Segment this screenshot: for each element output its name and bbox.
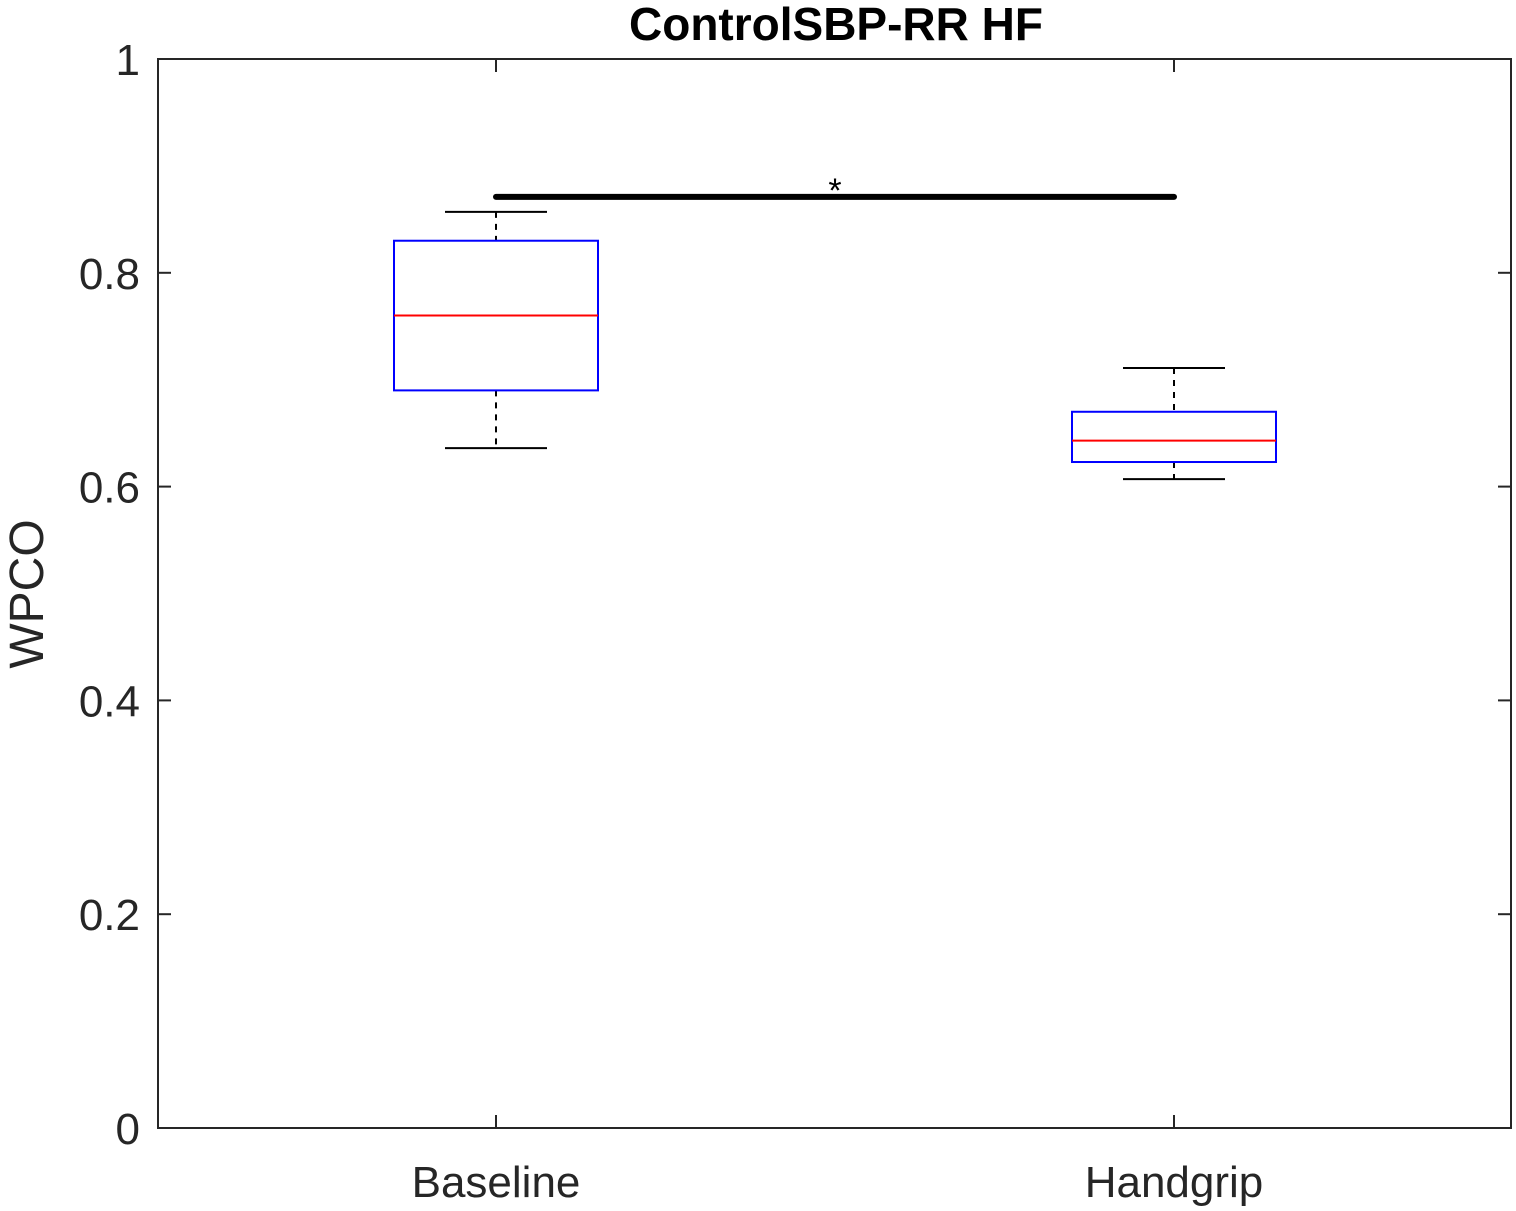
y-tick-label: 0.4 (79, 677, 140, 726)
y-axis-label: WPCO (1, 519, 54, 668)
plot-area-frame (157, 58, 1512, 1129)
box-iqr (1071, 410, 1277, 464)
y-tick-label: 0.6 (79, 464, 140, 513)
y-tick-label: 0 (116, 1105, 140, 1154)
y-tick-label: 0.8 (79, 250, 140, 299)
x-tick-label: Baseline (412, 1158, 581, 1207)
chart-title: ControlSBP-RR HF (629, 0, 1043, 50)
x-tick-label: Handgrip (1085, 1158, 1264, 1207)
y-tick-label: 1 (116, 36, 140, 85)
chart-marks: 0 0.2 0.4 0.6 0.8 1 Baseline Handgrip * (79, 36, 1511, 1207)
y-tick-label: 0.2 (79, 891, 140, 940)
significance-label: * (828, 172, 841, 210)
